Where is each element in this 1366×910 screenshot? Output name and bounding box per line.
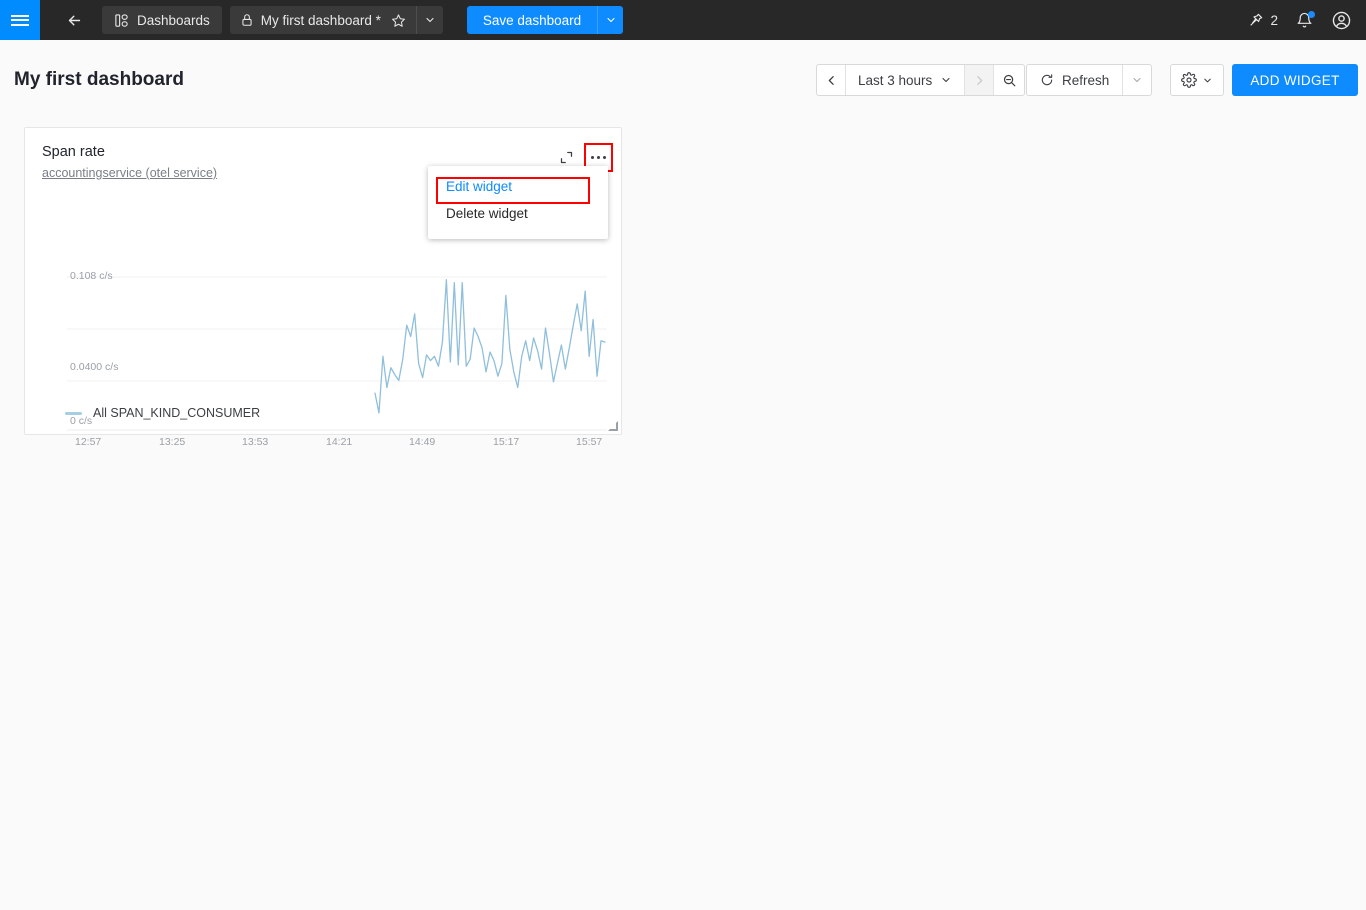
dashboards-grid-icon (115, 13, 128, 27)
y-tick-label: 0.0400 c/s (70, 361, 119, 373)
time-range-label: Last 3 hours (858, 72, 933, 88)
x-tick-label: 13:53 (242, 436, 269, 448)
time-range-next-button[interactable] (965, 65, 994, 95)
nav-dashboards-button[interactable]: Dashboards (102, 6, 222, 34)
more-options-icon (591, 156, 594, 159)
time-range-select[interactable]: Last 3 hours (846, 65, 964, 95)
top-header-bar: Dashboards My first dashboard * Save das… (0, 0, 1366, 40)
divider (1122, 65, 1124, 95)
more-options-icon (603, 156, 606, 159)
legend-label: All SPAN_KIND_CONSUMER (93, 406, 261, 420)
pinned-items-button[interactable]: 2 (1248, 12, 1278, 28)
widget-title: Span rate (42, 144, 105, 160)
refresh-dropdown-button[interactable] (1123, 65, 1151, 95)
topbar-right-actions: 2 (1248, 10, 1366, 31)
widget-subtitle-link[interactable]: accountingservice (otel service) (42, 166, 218, 180)
chevron-down-icon (1204, 78, 1211, 82)
nav-dashboards-label: Dashboards (137, 12, 210, 28)
x-tick-label: 14:49 (409, 436, 436, 448)
widget-context-menu: Edit widget Delete widget (428, 166, 608, 239)
hamburger-menu-button[interactable] (0, 0, 40, 40)
refresh-button[interactable]: Refresh (1027, 65, 1122, 95)
page-title: My first dashboard (14, 69, 184, 90)
breadcrumb-divider (415, 6, 417, 34)
chevron-left-icon (828, 75, 834, 85)
x-tick-label: 13:25 (159, 436, 186, 448)
widget-header: Span rate accountingservice (otel servic… (25, 128, 621, 190)
add-widget-button[interactable]: ADD WIDGET (1232, 64, 1358, 96)
zoom-out-button[interactable] (994, 65, 1024, 95)
pin-icon (1250, 13, 1263, 26)
dashboard-settings-button[interactable] (1170, 64, 1224, 96)
x-tick-label: 12:57 (75, 436, 102, 448)
breadcrumb: My first dashboard * (229, 6, 443, 34)
menu-item-delete-widget[interactable]: Delete widget (446, 206, 528, 221)
gear-icon (1181, 72, 1197, 88)
widget-actions (554, 143, 613, 172)
time-range-control: Last 3 hours (816, 64, 1026, 96)
bell-icon (1297, 12, 1312, 27)
legend-color-swatch (65, 411, 82, 415)
pinned-count: 2 (1270, 12, 1278, 28)
breadcrumb-dashboard-item[interactable]: My first dashboard * (230, 6, 416, 34)
more-options-icon (597, 156, 600, 159)
save-dashboard-dropdown-button[interactable] (597, 6, 624, 34)
x-tick-label: 15:17 (493, 436, 520, 448)
chevron-down-icon (1133, 77, 1141, 83)
account-avatar-icon (1332, 11, 1351, 29)
chart-plot[interactable] (25, 190, 623, 436)
x-tick-label: 15:57 (576, 436, 603, 448)
menu-item-edit-widget[interactable]: Edit widget (446, 179, 513, 194)
divider (964, 65, 966, 95)
hamburger-icon (11, 12, 29, 28)
chart-area: 0.108 c/s 0.0400 c/s 0 c/s 12:57 13:25 1… (25, 190, 623, 448)
notification-badge-dot (1308, 10, 1315, 18)
divider (993, 65, 995, 95)
widget-expand-button[interactable] (554, 147, 578, 169)
notifications-button[interactable] (1296, 10, 1315, 29)
expand-icon (560, 151, 572, 164)
chart-legend-item[interactable]: All SPAN_KIND_CONSUMER (65, 406, 260, 420)
x-tick-label: 14:21 (326, 436, 353, 448)
page-sub-header (0, 40, 1366, 102)
save-dashboard-group: Save dashboard (466, 6, 624, 34)
time-range-prev-button[interactable] (817, 65, 845, 95)
breadcrumb-label: My first dashboard * (260, 12, 381, 28)
refresh-control: Refresh (1026, 64, 1153, 96)
lock-icon (242, 14, 252, 26)
chevron-right-icon (977, 75, 983, 85)
back-arrow-icon (68, 15, 80, 25)
refresh-label: Refresh (1062, 72, 1110, 88)
star-icon[interactable] (391, 13, 406, 28)
refresh-icon (1041, 74, 1053, 86)
divider (845, 65, 846, 95)
breadcrumb-dropdown-button[interactable] (417, 6, 443, 34)
y-tick-label: 0 c/s (70, 415, 93, 427)
widget-resize-handle[interactable] (609, 422, 618, 431)
y-tick-label: 0.108 c/s (70, 270, 113, 282)
zoom-out-icon (1003, 74, 1016, 86)
widget-more-options-button[interactable] (584, 143, 613, 172)
series-line-all-span-kind-consumer (374, 279, 606, 414)
save-dashboard-button[interactable]: Save dashboard (466, 6, 598, 34)
chevron-down-icon (426, 17, 434, 23)
chevron-down-icon (607, 17, 615, 23)
chevron-down-icon (942, 77, 950, 83)
account-avatar-button[interactable] (1331, 10, 1352, 31)
back-button[interactable] (54, 0, 94, 40)
